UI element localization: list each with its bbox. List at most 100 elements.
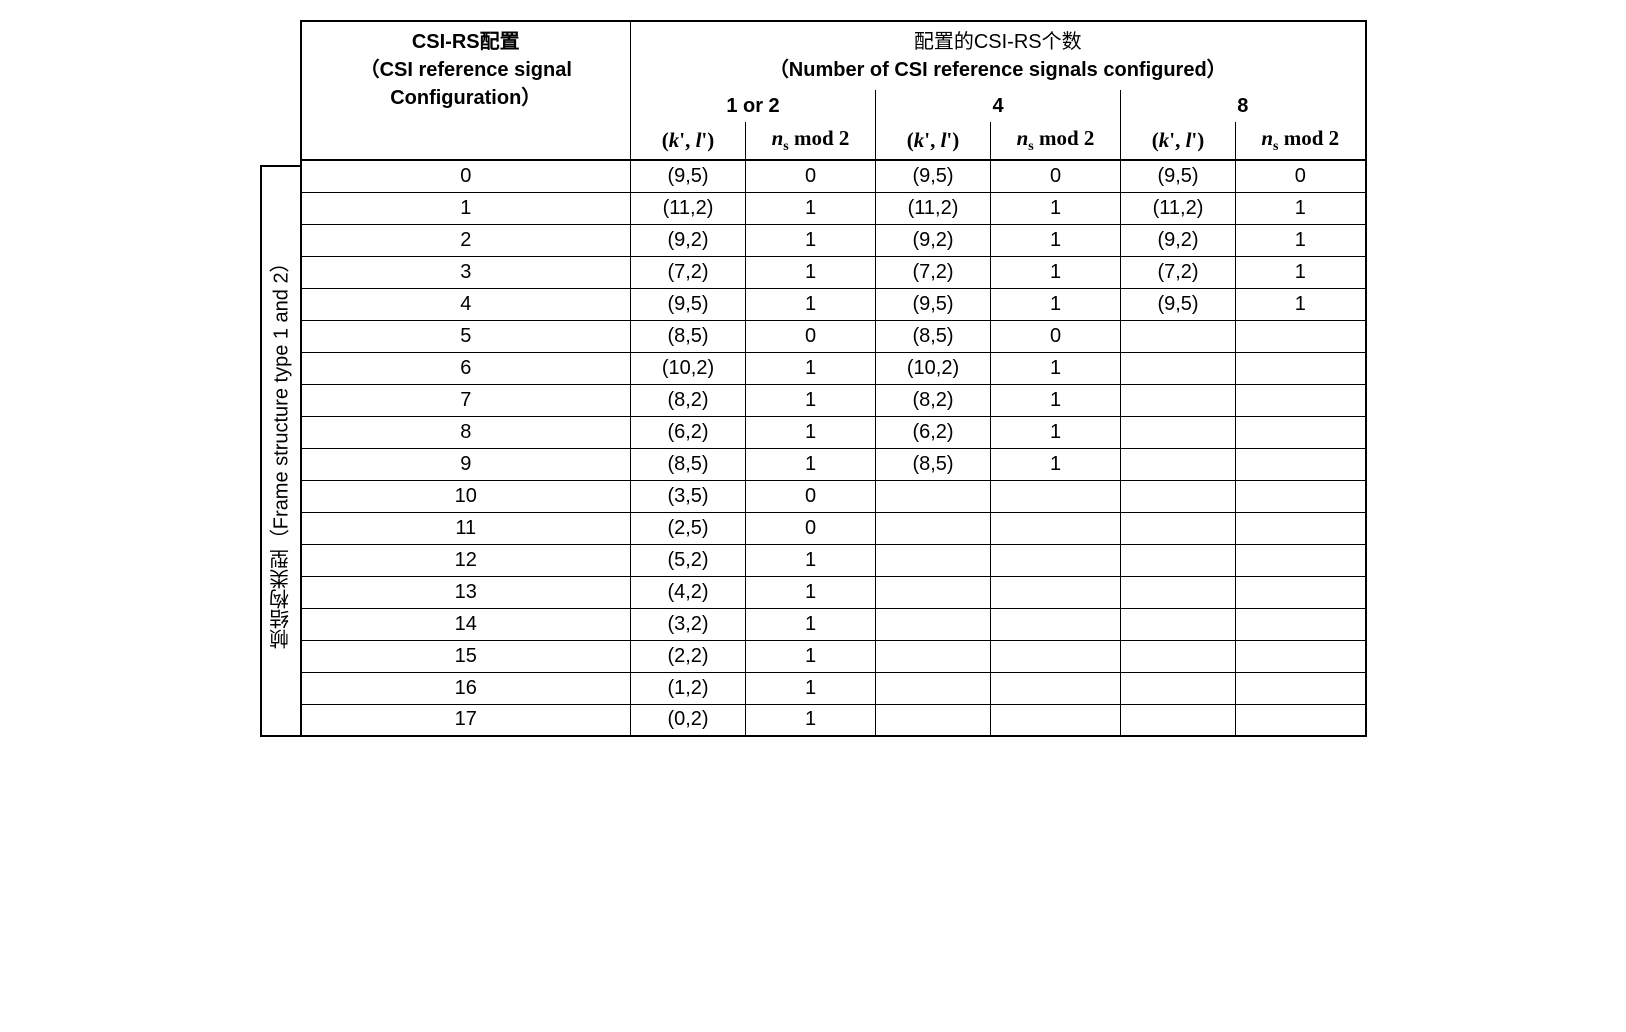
table-row: 1(11,2)1(11,2)1(11,2)1 xyxy=(301,192,1366,224)
cell: (7,2) xyxy=(631,256,746,288)
header-ns-8: ns mod 2 xyxy=(1236,122,1366,160)
table-row: 8(6,2)1(6,2)1 xyxy=(301,416,1366,448)
cell: 0 xyxy=(746,160,876,192)
cell xyxy=(1236,608,1366,640)
table-row: 3(7,2)1(7,2)1(7,2)1 xyxy=(301,256,1366,288)
cell xyxy=(1121,448,1236,480)
table-row: 6(10,2)1(10,2)1 xyxy=(301,352,1366,384)
cell: 3 xyxy=(301,256,631,288)
cell: 1 xyxy=(991,256,1121,288)
cell: (1,2) xyxy=(631,672,746,704)
config-title-3: Configuration） xyxy=(390,87,541,109)
frame-structure-label: 帧结构类型（Frame structure type 1 and 2） xyxy=(262,167,300,735)
cell: 1 xyxy=(746,288,876,320)
cell: (11,2) xyxy=(631,192,746,224)
cell: 15 xyxy=(301,640,631,672)
cell: 1 xyxy=(1236,192,1366,224)
cell: (10,2) xyxy=(631,352,746,384)
cell xyxy=(876,512,991,544)
cell xyxy=(991,704,1121,736)
cell: (8,5) xyxy=(631,320,746,352)
cell: (8,5) xyxy=(876,448,991,480)
cell xyxy=(876,480,991,512)
table-row: 9(8,5)1(8,5)1 xyxy=(301,448,1366,480)
cell xyxy=(1236,576,1366,608)
cell xyxy=(1236,352,1366,384)
cell: 0 xyxy=(991,320,1121,352)
cell: (9,5) xyxy=(1121,288,1236,320)
cell xyxy=(876,608,991,640)
cell: 1 xyxy=(746,224,876,256)
cell: (6,2) xyxy=(631,416,746,448)
cell xyxy=(1121,576,1236,608)
cell: 1 xyxy=(991,192,1121,224)
cell xyxy=(876,704,991,736)
table-row: 2(9,2)1(9,2)1(9,2)1 xyxy=(301,224,1366,256)
csi-rs-table-wrapper: 帧结构类型（Frame structure type 1 and 2） CSI-… xyxy=(260,20,1367,737)
cell: (9,2) xyxy=(1121,224,1236,256)
side-label-container: 帧结构类型（Frame structure type 1 and 2） xyxy=(260,165,300,737)
cell: 7 xyxy=(301,384,631,416)
csi-rs-config-table: CSI-RS配置 （CSI reference signal Configura… xyxy=(300,20,1367,737)
cell xyxy=(876,576,991,608)
header-kl-4: (k', l') xyxy=(876,122,991,160)
cell: (4,2) xyxy=(631,576,746,608)
cell xyxy=(1236,384,1366,416)
cell: (9,2) xyxy=(631,224,746,256)
cell: 0 xyxy=(301,160,631,192)
cell: 1 xyxy=(991,224,1121,256)
cell xyxy=(1236,640,1366,672)
cell: 1 xyxy=(991,384,1121,416)
cell: 1 xyxy=(1236,224,1366,256)
table-row: 12(5,2)1 xyxy=(301,544,1366,576)
cell xyxy=(991,608,1121,640)
cell: (11,2) xyxy=(1121,192,1236,224)
cell: 1 xyxy=(746,608,876,640)
header-count: 配置的CSI-RS个数 （Number of CSI reference sig… xyxy=(631,21,1366,90)
cell: 1 xyxy=(746,672,876,704)
cell: (3,5) xyxy=(631,480,746,512)
cell: (3,2) xyxy=(631,608,746,640)
header-group-1or2: 1 or 2 xyxy=(631,90,876,122)
cell: 1 xyxy=(746,640,876,672)
cell: 5 xyxy=(301,320,631,352)
cell: (2,5) xyxy=(631,512,746,544)
cell: 9 xyxy=(301,448,631,480)
header-kl-8: (k', l') xyxy=(1121,122,1236,160)
cell xyxy=(1121,480,1236,512)
config-title-2: （CSI reference signal xyxy=(360,59,572,81)
table-row: 13(4,2)1 xyxy=(301,576,1366,608)
cell xyxy=(1121,320,1236,352)
cell xyxy=(1121,608,1236,640)
table-row: 17(0,2)1 xyxy=(301,704,1366,736)
cell: (8,2) xyxy=(876,384,991,416)
cell: 0 xyxy=(746,480,876,512)
table-row: 0(9,5)0(9,5)0(9,5)0 xyxy=(301,160,1366,192)
cell: 16 xyxy=(301,672,631,704)
table-row: 15(2,2)1 xyxy=(301,640,1366,672)
cell: (8,2) xyxy=(631,384,746,416)
cell: 2 xyxy=(301,224,631,256)
cell: 11 xyxy=(301,512,631,544)
cell: 4 xyxy=(301,288,631,320)
cell xyxy=(1236,448,1366,480)
count-title-2: （Number of CSI reference signals configu… xyxy=(769,59,1227,81)
cell: 0 xyxy=(1236,160,1366,192)
header-ns-1: ns mod 2 xyxy=(746,122,876,160)
cell xyxy=(1121,672,1236,704)
table-row: 7(8,2)1(8,2)1 xyxy=(301,384,1366,416)
cell: (9,5) xyxy=(631,288,746,320)
cell xyxy=(1121,512,1236,544)
cell: (2,2) xyxy=(631,640,746,672)
cell xyxy=(991,672,1121,704)
cell: 10 xyxy=(301,480,631,512)
cell: 1 xyxy=(746,576,876,608)
table-body: 0(9,5)0(9,5)0(9,5)01(11,2)1(11,2)1(11,2)… xyxy=(301,160,1366,736)
cell: 1 xyxy=(746,256,876,288)
table-row: 16(1,2)1 xyxy=(301,672,1366,704)
cell xyxy=(1236,416,1366,448)
cell: (0,2) xyxy=(631,704,746,736)
cell: 6 xyxy=(301,352,631,384)
cell: (8,5) xyxy=(876,320,991,352)
cell: (7,2) xyxy=(1121,256,1236,288)
